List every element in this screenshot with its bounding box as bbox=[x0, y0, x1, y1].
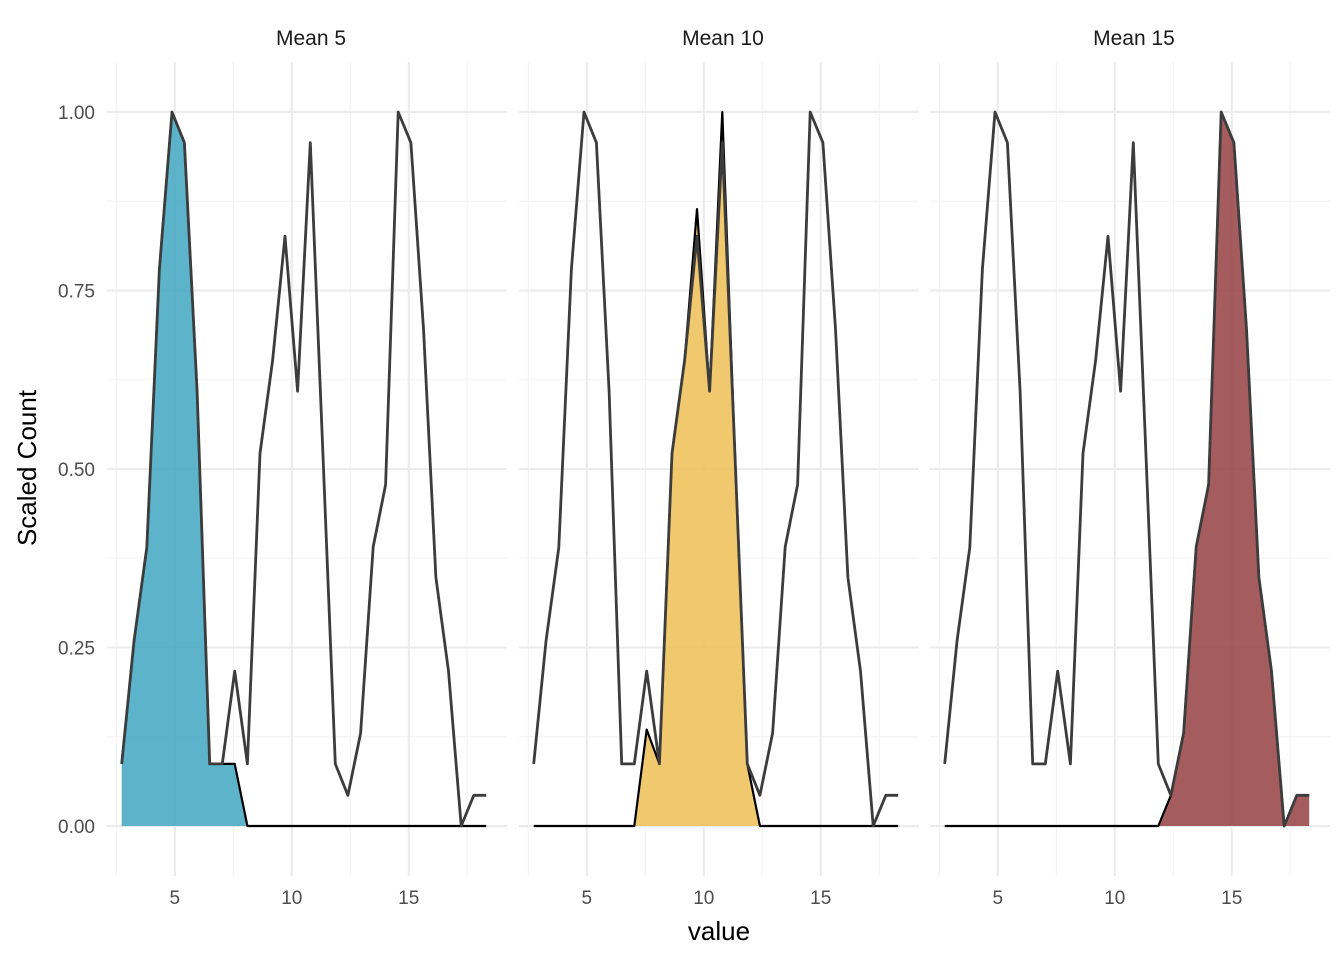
facet-strip-label: Mean 15 bbox=[1093, 27, 1175, 50]
overall-line bbox=[943, 110, 1310, 828]
series-area bbox=[121, 112, 487, 826]
x-tick-label: 15 bbox=[1221, 888, 1242, 909]
facet-strip-label: Mean 5 bbox=[276, 27, 346, 50]
x-tick-label: 5 bbox=[582, 888, 593, 909]
x-tick-label: 15 bbox=[810, 888, 831, 909]
facet-panels: Mean 5 5 10 15 Mean 10 5 10 15 Mean 15 5 10 15 bbox=[107, 27, 1330, 909]
facet-panel: Mean 15 5 10 15 bbox=[930, 27, 1330, 909]
facet-panel: Mean 5 5 10 15 bbox=[107, 27, 507, 909]
overall-line bbox=[120, 110, 487, 828]
y-tick-label: 0.75 bbox=[58, 281, 95, 302]
y-tick-label: 0.25 bbox=[58, 639, 95, 660]
y-tick-label: 0.00 bbox=[58, 817, 95, 838]
x-tick-label: 10 bbox=[281, 888, 302, 909]
x-tick-label: 10 bbox=[1104, 888, 1125, 909]
facet-strip-label: Mean 10 bbox=[682, 27, 764, 50]
y-axis: 0.00 0.25 0.50 0.75 1.00 bbox=[58, 103, 95, 838]
series-area bbox=[533, 112, 899, 826]
series-area bbox=[944, 112, 1310, 826]
overall-line bbox=[532, 110, 899, 828]
x-tick-label: 5 bbox=[993, 888, 1004, 909]
y-axis-title: Scaled Count bbox=[12, 389, 42, 546]
x-tick-label: 5 bbox=[170, 888, 181, 909]
facet-panel: Mean 10 5 10 15 bbox=[519, 27, 919, 909]
y-tick-label: 1.00 bbox=[58, 103, 95, 124]
y-tick-label: 0.50 bbox=[58, 460, 95, 481]
x-tick-label: 15 bbox=[398, 888, 419, 909]
x-tick-label: 10 bbox=[693, 888, 714, 909]
x-axis-title: value bbox=[688, 916, 750, 946]
